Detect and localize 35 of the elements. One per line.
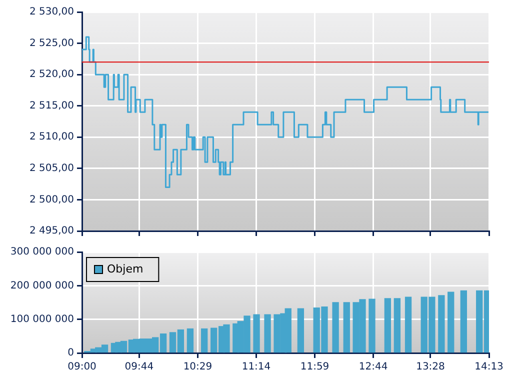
y-tick-label: 2 520,00	[29, 69, 74, 80]
x-tick-label: 12:44	[358, 362, 388, 373]
y-tick-label: 100 000 000	[10, 314, 74, 325]
x-tick-label: 09:44	[124, 362, 154, 373]
x-tick-label: 10:29	[183, 362, 212, 373]
y-tick-label: 2 495,00	[29, 226, 74, 237]
x-tick-label: 14:13	[474, 362, 504, 373]
y-tick-label: 200 000 000	[10, 280, 74, 292]
bar	[368, 298, 376, 353]
x-tick-label: 11:14	[242, 362, 271, 373]
legend-label: Objem	[107, 262, 144, 276]
y-tick-label: 2 525,00	[29, 38, 74, 49]
y-tick-label: 0	[68, 348, 74, 359]
y-tick-label: 2 515,00	[29, 100, 74, 112]
x-tick-label: 09:00	[68, 362, 96, 373]
bar	[297, 308, 304, 353]
bar	[253, 314, 260, 353]
y-tick-label: 2 530,00	[29, 6, 74, 18]
y-tick-label: 300 000 000	[10, 246, 74, 258]
bar	[404, 296, 412, 353]
y-tick-label: 2 510,00	[29, 132, 74, 143]
bar	[448, 292, 454, 353]
bar	[343, 302, 350, 353]
bar	[438, 295, 445, 353]
x-tick-label: 13:28	[416, 362, 445, 373]
bar	[332, 302, 339, 353]
bar	[264, 314, 271, 353]
bar	[460, 290, 467, 353]
bar	[384, 298, 392, 353]
x-tick-label: 11:59	[300, 362, 330, 373]
y-tick-label: 2 500,00	[29, 194, 74, 206]
y-tick-label: 2 505,00	[29, 163, 74, 174]
bar	[186, 328, 194, 353]
bar	[394, 298, 401, 353]
bar	[201, 328, 208, 353]
